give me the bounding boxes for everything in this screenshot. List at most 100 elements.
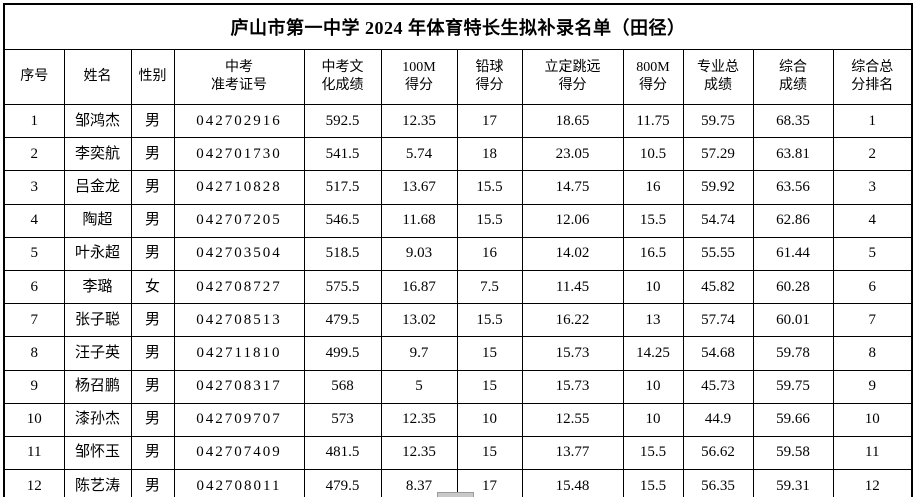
header-cell-7: 立定跳远 得分 — [521, 49, 624, 105]
table-cell: 吕金龙 — [63, 170, 132, 205]
table-cell: 12.35 — [380, 435, 458, 471]
table-cell: 042708727 — [173, 269, 305, 305]
table-cell: 60.01 — [752, 303, 834, 338]
table-cell: 9.7 — [380, 336, 458, 371]
table-cell: 李奕航 — [63, 137, 132, 172]
table-row: 12 陈艺涛男 042708011 479.5 8.37 17 15.48 15.5 56.35… — [3, 469, 913, 497]
table-cell: 55.55 — [682, 236, 754, 271]
table-cell: 8 — [832, 336, 913, 371]
table-cell: 517.5 — [303, 170, 382, 205]
table-cell: 59.78 — [752, 336, 834, 371]
header-cell-1: 姓名 — [63, 49, 132, 105]
table-cell: 女 — [130, 269, 175, 305]
header-cell-5: 100M 得分 — [380, 49, 458, 105]
table-cell: 陈艺涛 — [63, 469, 132, 497]
table-cell: 7.5 — [456, 269, 523, 305]
table-cell: 479.5 — [303, 469, 382, 497]
table-cell: 叶永超 — [63, 236, 132, 271]
table-cell: 12.55 — [521, 402, 624, 437]
table-cell: 481.5 — [303, 435, 382, 471]
table-cell: 5 — [3, 236, 65, 271]
table-cell: 10 — [622, 369, 684, 404]
table-cell: 042708513 — [173, 303, 305, 338]
table-cell: 15.73 — [521, 336, 624, 371]
table-row: 1 邹鸿杰男 042702916 592.5 12.35 17 18.65 11.75 59.7… — [3, 103, 913, 139]
admission-table: 庐山市第一中学 2024 年体育特长生拟补录名单（田径） 序号 姓名 性别 中考 准考证… — [3, 3, 913, 497]
table-row: 7 张子聪男 042708513 479.5 13.02 15.5 16.22 13 57.74… — [3, 303, 913, 338]
table-cell: 男 — [130, 303, 175, 338]
table-cell: 男 — [130, 103, 175, 139]
table-row: 6 李璐女 042708727 575.5 16.87 7.5 11.45 10 45.82 60… — [3, 269, 913, 305]
table-cell: 9 — [3, 369, 65, 404]
table-cell: 13 — [622, 303, 684, 338]
header-cell-4: 中考文 化成绩 — [303, 49, 382, 105]
table-cell: 8 — [3, 336, 65, 371]
table-cell: 12 — [832, 469, 913, 497]
table-cell: 16 — [456, 236, 523, 271]
table-row: 11 邹怀玉男 042707409 481.5 12.35 15 13.77 15.5 56.6… — [3, 435, 913, 471]
table-cell: 5 — [832, 236, 913, 271]
table-cell: 479.5 — [303, 303, 382, 338]
table-cell: 17 — [456, 469, 523, 497]
table-cell: 042708011 — [173, 469, 305, 497]
table-cell: 042707205 — [173, 203, 305, 238]
table-cell: 57.74 — [682, 303, 754, 338]
table-cell: 61.44 — [752, 236, 834, 271]
table-cell: 16.5 — [622, 236, 684, 271]
table-cell: 11.68 — [380, 203, 458, 238]
table-cell: 12 — [3, 469, 65, 497]
header-cell-8: 800M 得分 — [622, 49, 684, 105]
table-cell: 3 — [3, 170, 65, 205]
table-cell: 10 — [832, 402, 913, 437]
table-cell: 11 — [3, 435, 65, 471]
table-cell: 13.67 — [380, 170, 458, 205]
table-cell: 042707409 — [173, 435, 305, 471]
table-row: 5 叶永超男 042703504 518.5 9.03 16 14.02 16.5 55.55 6… — [3, 236, 913, 271]
table-cell: 10 — [622, 402, 684, 437]
table-cell: 59.75 — [682, 103, 754, 139]
table-cell: 57.29 — [682, 137, 754, 172]
table-cell: 573 — [303, 402, 382, 437]
table-row: 10 漆孙杰男 042709707 573 12.35 10 12.55 10 44.9 59.6… — [3, 402, 913, 437]
table-cell: 15 — [456, 336, 523, 371]
table-cell: 56.35 — [682, 469, 754, 497]
table-cell: 042708317 — [173, 369, 305, 404]
table-cell: 16.22 — [521, 303, 624, 338]
table-cell: 邹怀玉 — [63, 435, 132, 471]
table-cell: 男 — [130, 435, 175, 471]
table-cell: 13.02 — [380, 303, 458, 338]
table-cell: 3 — [832, 170, 913, 205]
table-cell: 11 — [832, 435, 913, 471]
table-row: 3 吕金龙男 042710828 517.5 13.67 15.5 14.75 16 59.92… — [3, 170, 913, 205]
table-cell: 518.5 — [303, 236, 382, 271]
table-cell: 7 — [832, 303, 913, 338]
table-cell: 042709707 — [173, 402, 305, 437]
header-cell-11: 综合总 分排名 — [832, 49, 913, 105]
table-row: 8 汪子英男 042711810 499.5 9.7 15 15.73 14.25 54.68 5… — [3, 336, 913, 371]
table-cell: 4 — [832, 203, 913, 238]
table-cell: 18 — [456, 137, 523, 172]
table-cell: 男 — [130, 137, 175, 172]
header-cell-10: 综合 成绩 — [752, 49, 834, 105]
table-cell: 18.65 — [521, 103, 624, 139]
table-cell: 男 — [130, 203, 175, 238]
table-cell: 男 — [130, 469, 175, 497]
table-cell: 4 — [3, 203, 65, 238]
table-cell: 张子聪 — [63, 303, 132, 338]
title-row: 庐山市第一中学 2024 年体育特长生拟补录名单（田径） — [3, 3, 913, 50]
table-cell: 546.5 — [303, 203, 382, 238]
table-cell: 汪子英 — [63, 336, 132, 371]
header-cell-6: 铅球 得分 — [456, 49, 523, 105]
table-cell: 16.87 — [380, 269, 458, 305]
table-cell: 54.68 — [682, 336, 754, 371]
table-cell: 12.35 — [380, 103, 458, 139]
table-cell: 16 — [622, 170, 684, 205]
table-cell: 59.31 — [752, 469, 834, 497]
table-cell: 5.74 — [380, 137, 458, 172]
table-cell: 5 — [380, 369, 458, 404]
partial-cell-artifact — [437, 492, 474, 497]
table-row: 9 杨召鹏男 042708317 568 5 15 15.73 10 45.73 59.75 9 — [3, 369, 913, 404]
table-cell: 042711810 — [173, 336, 305, 371]
header-cell-9: 专业总 成绩 — [682, 49, 754, 105]
table-cell: 11.45 — [521, 269, 624, 305]
